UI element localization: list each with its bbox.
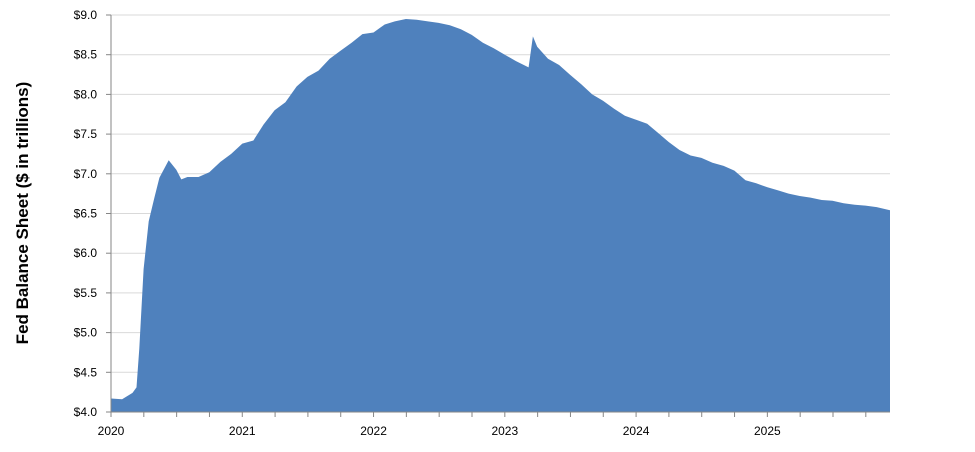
y-tick-label: $8.0 (74, 87, 98, 101)
y-tick-label: $5.0 (74, 326, 98, 340)
y-tick-label: $5.5 (74, 286, 98, 300)
y-tick-label: $6.0 (74, 246, 98, 260)
x-tick-label: 2020 (98, 424, 125, 438)
x-tick-label: 2023 (491, 424, 518, 438)
y-tick-label: $4.5 (74, 365, 98, 379)
balance-sheet-area (111, 19, 890, 412)
x-tick-label: 2024 (623, 424, 650, 438)
y-tick-label: $8.5 (74, 48, 98, 62)
axes (106, 14, 890, 417)
x-tick-label: 2022 (360, 424, 387, 438)
y-tick-label: $7.0 (74, 167, 98, 181)
x-tick-label: 2021 (229, 424, 256, 438)
x-tick-labels: 2020 2021 2022 2023 2024 2025 (98, 424, 781, 438)
y-axis-label: Fed Balance Sheet ($ in trillions) (13, 82, 32, 345)
y-tick-label: $7.5 (74, 127, 98, 141)
x-tick-label: 2025 (754, 424, 781, 438)
y-tick-label: $9.0 (74, 8, 98, 22)
y-tick-labels: $4.0 $4.5 $5.0 $5.5 $6.0 $6.5 $7.0 $7.5 $8.0 $8.5… (74, 8, 98, 419)
y-tick-label: $4.0 (74, 405, 98, 419)
y-tick-label: $6.5 (74, 207, 98, 221)
